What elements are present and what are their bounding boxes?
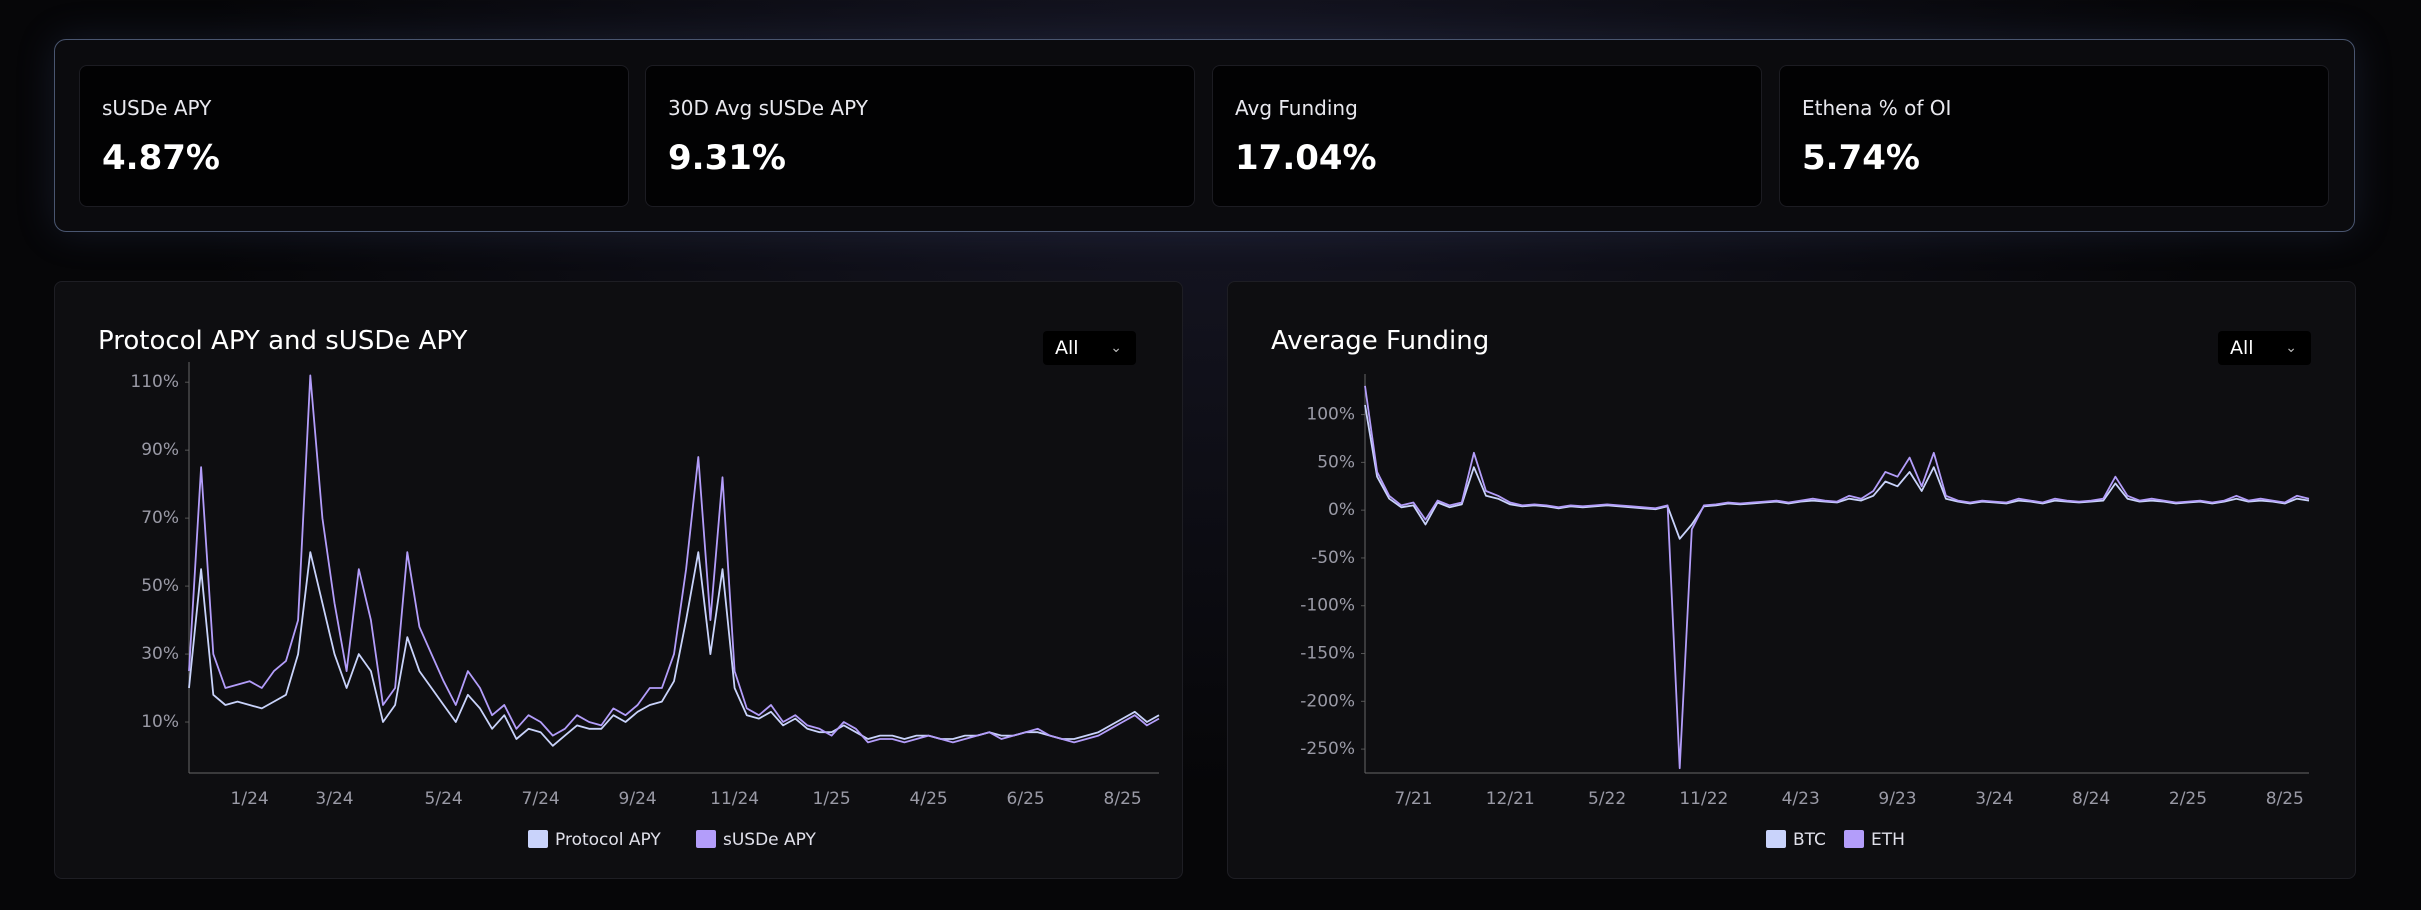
stat-card: 30D Avg sUSDe APY 9.31%: [645, 65, 1195, 207]
y-tick-label: -100%: [1300, 596, 1355, 616]
chart: 100% 50% 0% -50% -100% -150% -200% -250% 7/21 12/…: [1300, 374, 2310, 850]
y-tick-label: 0%: [1328, 500, 1355, 520]
stat-label: Ethena % of OI: [1802, 96, 1952, 120]
x-tick-label: 12/21: [1486, 789, 1535, 809]
chart: 110% 90% 70% 50% 30% 10% 1/24 3/24 5/24 7/24 9/24 1…: [130, 362, 1160, 850]
x-tick-label: 1/24: [231, 789, 269, 809]
x-tick-label: 8/25: [2266, 789, 2304, 809]
stat-label: Avg Funding: [1235, 96, 1358, 120]
x-tick-label: 4/25: [910, 789, 948, 809]
y-tick-label: -200%: [1300, 691, 1355, 711]
stat-value: 4.87%: [102, 138, 220, 178]
x-tick-label: 11/24: [710, 789, 759, 809]
range-select[interactable]: All ⌄: [1043, 331, 1136, 365]
legend-label: sUSDe APY: [723, 830, 817, 850]
stat-card: Avg Funding 17.04%: [1212, 65, 1762, 207]
range-label: All: [2230, 337, 2254, 359]
x-tick-label: 2/25: [2169, 789, 2207, 809]
y-tick-label: 100%: [1306, 405, 1355, 425]
x-tick-label: 8/24: [2072, 789, 2110, 809]
x-tick-label: 11/22: [1679, 789, 1728, 809]
chart-panel: 110% 90% 70% 50% 30% 10% 1/24 3/24 5/24 7/24 9/24 1…: [54, 281, 1183, 879]
x-tick-label: 7/24: [522, 789, 560, 809]
chevron: ⌄: [1110, 340, 1122, 356]
chart-title: Protocol APY and sUSDe APY: [98, 326, 468, 356]
range-select[interactable]: All ⌄: [2218, 331, 2311, 365]
x-tick-label: 3/24: [315, 789, 353, 809]
y-tick-label: 50%: [141, 576, 179, 596]
y-tick-label: -250%: [1300, 739, 1355, 759]
chart-panel: 100% 50% 0% -50% -100% -150% -200% -250% 7/21 12/…: [1227, 281, 2356, 879]
y-tick-label: 30%: [141, 644, 179, 664]
x-tick-label: 7/21: [1394, 789, 1432, 809]
series-line: [1364, 404, 2310, 540]
legend-label: BTC: [1793, 830, 1826, 850]
x-tick-label: 4/23: [1782, 789, 1820, 809]
x-tick-label: 9/24: [619, 789, 657, 809]
chevron: ⌄: [2285, 340, 2297, 356]
x-tick-label: 5/24: [425, 789, 463, 809]
x-tick-label: 9/23: [1878, 789, 1916, 809]
stat-card: Ethena % of OI 5.74%: [1779, 65, 2329, 207]
legend-label: Protocol APY: [555, 830, 661, 850]
x-tick-label: 6/25: [1007, 789, 1045, 809]
x-tick-label: 5/22: [1588, 789, 1626, 809]
series-line: [188, 374, 1160, 744]
y-tick-label: -150%: [1300, 644, 1355, 664]
stat-value: 17.04%: [1235, 138, 1377, 178]
x-tick-label: 1/25: [813, 789, 851, 809]
legend-swatch: [696, 830, 716, 848]
stat-value: 9.31%: [668, 138, 786, 178]
y-tick-label: 50%: [1317, 452, 1355, 472]
stat-value: 5.74%: [1802, 138, 1920, 178]
legend-swatch: [1766, 830, 1786, 848]
series-line: [1364, 385, 2310, 770]
chart-title: Average Funding: [1271, 326, 1490, 356]
legend-swatch: [528, 830, 548, 848]
stat-card: sUSDe APY 4.87%: [79, 65, 629, 207]
x-tick-label: 3/24: [1975, 789, 2013, 809]
legend-swatch: [1844, 830, 1864, 848]
series-line: [188, 551, 1160, 747]
y-tick-label: 110%: [130, 372, 179, 392]
y-tick-label: 10%: [141, 712, 179, 732]
stat-label: 30D Avg sUSDe APY: [668, 96, 868, 120]
x-tick-label: 8/25: [1104, 789, 1142, 809]
stats-panel: sUSDe APY 4.87% 30D Avg sUSDe APY 9.31% Av…: [54, 39, 2355, 232]
y-tick-label: -50%: [1311, 548, 1355, 568]
legend-label: ETH: [1871, 830, 1905, 850]
range-label: All: [1055, 337, 1079, 359]
y-tick-label: 70%: [141, 508, 179, 528]
stat-label: sUSDe APY: [102, 96, 212, 120]
y-tick-label: 90%: [141, 440, 179, 460]
